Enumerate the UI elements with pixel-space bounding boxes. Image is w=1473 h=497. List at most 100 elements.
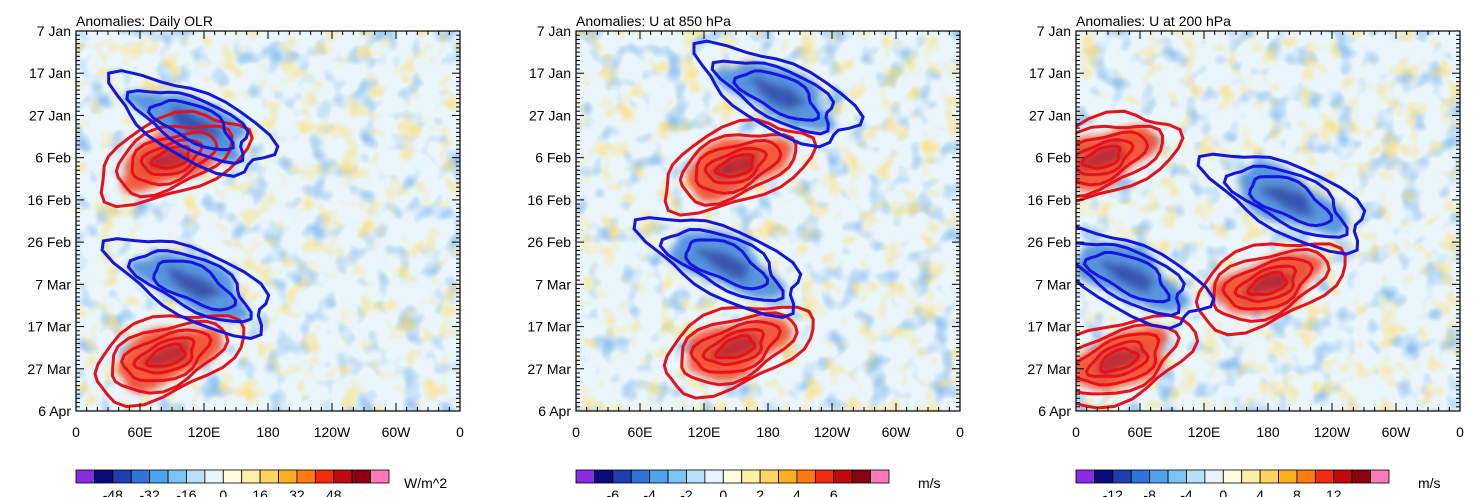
colorbar-swatch xyxy=(1167,469,1187,484)
colorbar-swatch xyxy=(1130,469,1151,484)
blue-contour-line xyxy=(658,227,785,303)
red-contour-line xyxy=(701,327,766,366)
red-contour-line xyxy=(662,305,815,400)
x-tick-label: 0 xyxy=(572,424,580,440)
colorbar-swatch xyxy=(241,469,261,484)
blue-contour-line xyxy=(126,249,253,324)
colorbar-label: -48 xyxy=(103,487,123,497)
contour-lines xyxy=(1076,109,1367,410)
y-tick-label: 7 Mar xyxy=(1035,276,1071,292)
negative-core xyxy=(169,105,222,139)
red-contour-line xyxy=(1076,323,1181,396)
y-tick-label: 6 Apr xyxy=(538,403,571,419)
colorbar-label: 12 xyxy=(1326,487,1342,497)
red-contour-line xyxy=(1076,138,1135,177)
y-tick-label: 7 Jan xyxy=(1037,23,1071,39)
colorbar-swatch xyxy=(741,469,761,484)
x-tick-label: 120W xyxy=(1314,424,1351,440)
heatmap-anomaly-patches xyxy=(668,62,836,382)
colorbar-label: -32 xyxy=(140,487,160,497)
colorbar-swatch xyxy=(870,469,890,484)
y-tick-label: 6 Apr xyxy=(1038,403,1071,419)
blue-contour-line xyxy=(107,69,280,178)
red-contour-line xyxy=(1212,247,1331,323)
colorbar-label: 16 xyxy=(252,487,268,497)
blue-contour-line xyxy=(1222,164,1349,239)
y-tick-label: 6 Feb xyxy=(535,150,571,166)
x-tick-label: 180 xyxy=(756,424,780,440)
colorbar-swatch xyxy=(167,469,187,484)
colorbar-label: -4 xyxy=(1180,487,1193,497)
red-contour-line xyxy=(703,146,769,185)
colorbar-label: -6 xyxy=(607,487,620,497)
colorbar-swatch xyxy=(1351,469,1371,484)
x-tick-label: 0 xyxy=(1072,424,1080,440)
heatmap-field xyxy=(1076,31,1460,411)
y-tick-label: 7 Mar xyxy=(35,276,71,292)
x-tick-label: 0 xyxy=(456,424,464,440)
colorbar-swatch xyxy=(1259,469,1279,484)
negative-core xyxy=(1099,260,1155,293)
colorbar-swatch xyxy=(94,469,114,484)
colorbar-swatch xyxy=(759,469,779,484)
red-contour-line xyxy=(1076,332,1161,387)
colorbar-units: m/s xyxy=(918,475,941,491)
red-contour-line xyxy=(119,328,213,383)
colorbar-swatch xyxy=(778,469,798,484)
y-tick-label: 7 Jan xyxy=(37,23,71,39)
negative-core xyxy=(165,266,222,301)
colorbar-swatch xyxy=(1278,469,1298,484)
panel-title: Anomalies: Daily OLR xyxy=(76,13,213,29)
red-contour-line xyxy=(713,153,755,179)
x-tick-label: 0 xyxy=(956,424,964,440)
y-tick-label: 16 Feb xyxy=(1027,192,1071,208)
colorbar-swatch xyxy=(833,469,853,484)
colorbar-swatch xyxy=(314,469,335,484)
x-tick-label: 120E xyxy=(688,424,721,440)
colorbar-swatch xyxy=(204,469,224,484)
y-tick-label: 26 Feb xyxy=(527,234,571,250)
red-contour-line xyxy=(1084,339,1150,378)
y-tick-label: 26 Feb xyxy=(27,234,71,250)
y-tick-label: 27 Mar xyxy=(1027,361,1071,377)
red-contour-line xyxy=(1245,270,1289,297)
y-tick-label: 17 Jan xyxy=(29,65,71,81)
colorbar-swatch xyxy=(1075,469,1095,484)
colorbar-label: 4 xyxy=(793,487,801,497)
blue-contour-line xyxy=(1248,175,1334,228)
x-tick-label: 60E xyxy=(128,424,153,440)
colorbar-label: 48 xyxy=(326,487,342,497)
colorbar-swatch xyxy=(149,469,169,484)
colorbar-swatch xyxy=(630,469,651,484)
colorbar-swatch xyxy=(704,469,724,484)
colorbar-label: 8 xyxy=(1293,487,1301,497)
red-contour-line xyxy=(678,133,798,207)
x-tick-label: 120E xyxy=(188,424,221,440)
colorbar-label: 2 xyxy=(756,487,764,497)
colorbar: -6 -4 -2 0 2 4 6 m/s xyxy=(575,469,941,497)
blue-contour-line xyxy=(632,216,803,319)
y-tick-label: 17 Mar xyxy=(1027,319,1071,335)
negative-core xyxy=(695,247,751,281)
colorbar-swatch xyxy=(351,469,371,484)
blue-contour-line xyxy=(100,237,271,341)
red-contour-line xyxy=(663,118,818,217)
blue-contour-line xyxy=(1196,152,1367,256)
red-contour-line xyxy=(130,130,219,187)
red-contour-line xyxy=(680,311,799,387)
red-contour-line xyxy=(1076,313,1200,410)
red-contour-line xyxy=(1076,124,1165,198)
panel-3: Anomalies: U at 200 hPa 7 Jan 17 Jan 27 Jan… xyxy=(1027,13,1464,497)
colorbar-swatch xyxy=(75,469,95,484)
colorbar-swatch xyxy=(333,469,353,484)
y-tick-label: 16 Feb xyxy=(527,192,571,208)
colorbar-swatch xyxy=(1204,469,1224,484)
blue-contour-line xyxy=(1076,241,1186,317)
colorbar-swatch xyxy=(296,469,316,484)
x-tick-label: 60W xyxy=(1382,424,1412,440)
y-tick-label: 6 Feb xyxy=(35,150,71,166)
red-contour-line xyxy=(1233,264,1298,303)
colorbar-swatch xyxy=(1333,469,1353,484)
blue-contour-line xyxy=(146,99,235,152)
y-tick-label: 7 Mar xyxy=(535,276,571,292)
